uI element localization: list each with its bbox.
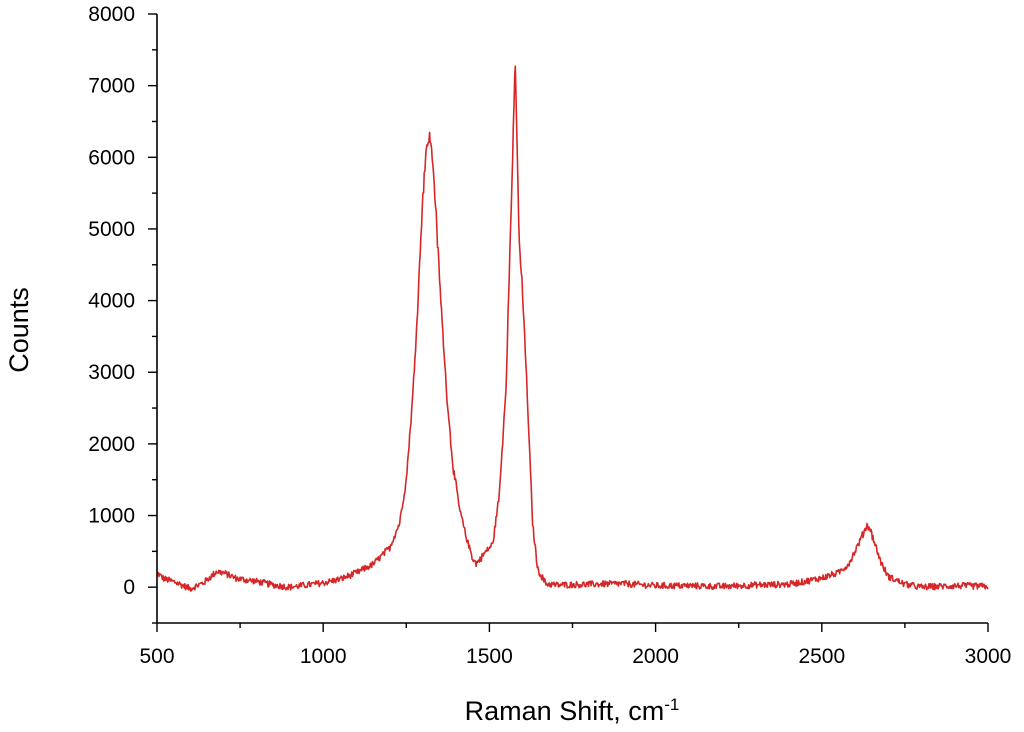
y-tick-label: 7000 — [88, 75, 135, 98]
x-tick-label: 1500 — [466, 645, 513, 668]
y-tick-label: 2000 — [88, 433, 135, 456]
y-tick-label: 1000 — [88, 505, 135, 528]
y-tick-label: 4000 — [88, 290, 135, 313]
x-tick-label: 2500 — [798, 645, 845, 668]
x-axis-tick-labels: 500 1000 1500 2000 2500 3000 — [139, 645, 1011, 668]
x-axis-ticks — [156, 623, 989, 632]
x-axis-title-superscript: -1 — [664, 695, 679, 714]
series-line — [156, 65, 989, 592]
y-axis-title: Counts — [4, 287, 34, 373]
y-axis-ticks — [148, 13, 157, 624]
y-axis-tick-labels: 0 1000 2000 3000 4000 5000 6000 7000 8000 — [88, 3, 135, 599]
y-tick-label: 8000 — [88, 3, 135, 26]
x-tick-label: 2000 — [632, 645, 679, 668]
y-tick-label: 5000 — [88, 218, 135, 241]
y-tick-label: 6000 — [88, 146, 135, 169]
x-tick-label: 3000 — [965, 645, 1012, 668]
y-tick-label: 3000 — [88, 361, 135, 384]
x-axis-title: Raman Shift, cm-1 — [465, 695, 680, 726]
x-tick-label: 500 — [139, 645, 174, 668]
plot-area — [156, 65, 989, 592]
x-axis-title-text: Raman Shift, cm — [465, 696, 665, 726]
y-tick-label: 0 — [123, 576, 135, 599]
x-tick-label: 1000 — [300, 645, 347, 668]
